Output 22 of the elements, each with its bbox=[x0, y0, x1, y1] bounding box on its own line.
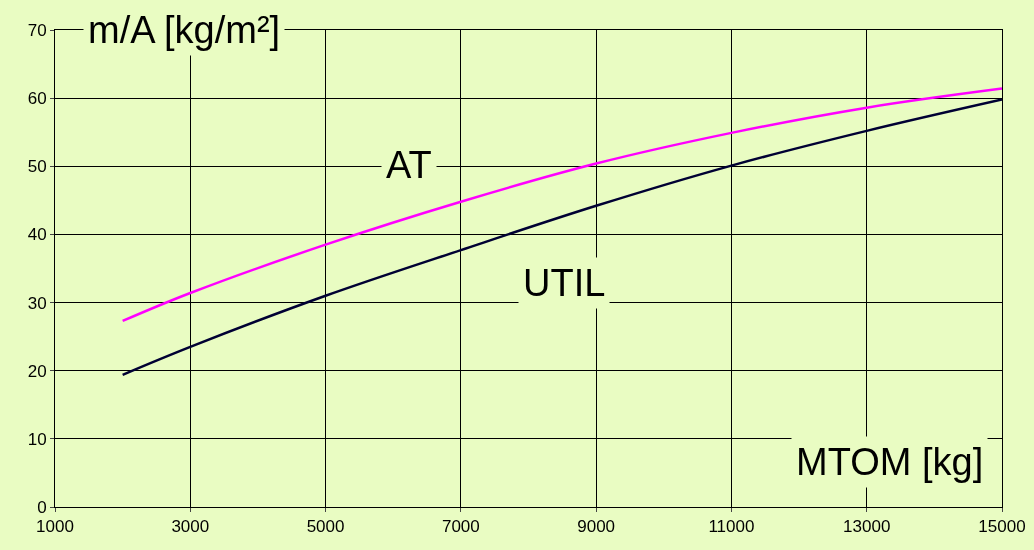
y-tick-label: 60 bbox=[27, 89, 47, 109]
line-series bbox=[121, 87, 1002, 323]
x-tick-label: 1000 bbox=[36, 517, 74, 537]
series-label: AT bbox=[386, 144, 432, 186]
x-tick-label: 11000 bbox=[708, 517, 755, 537]
x-axis-title: MTOM [kg] bbox=[796, 441, 984, 483]
y-axis-title: m/A [kg/m²] bbox=[88, 9, 281, 51]
y-tick-label: 30 bbox=[27, 293, 47, 313]
x-tick-label: 5000 bbox=[306, 517, 345, 537]
y-tick-label: 40 bbox=[27, 225, 47, 245]
y-tick-label: 50 bbox=[27, 157, 47, 177]
y-tick-label: 20 bbox=[27, 361, 47, 381]
line-series bbox=[121, 98, 1002, 377]
x-tick-label: 9000 bbox=[577, 517, 616, 537]
x-tick-label: 3000 bbox=[171, 517, 210, 537]
x-tick-label: 15000 bbox=[978, 517, 1026, 537]
y-tick-label: 0 bbox=[37, 497, 47, 517]
x-tick-label: 7000 bbox=[441, 517, 480, 537]
x-tick-label: 13000 bbox=[843, 517, 891, 537]
y-tick-label: 70 bbox=[27, 20, 47, 40]
series-label: UTIL bbox=[523, 262, 606, 304]
y-tick-label: 10 bbox=[27, 429, 47, 449]
